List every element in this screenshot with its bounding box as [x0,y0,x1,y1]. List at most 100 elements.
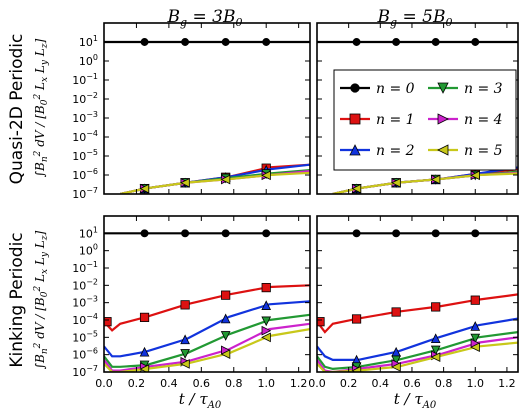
panel-frame [316,22,519,195]
series-group [104,229,310,372]
marker-n5 [220,174,231,185]
marker-n5 [430,352,441,362]
y-tick-label: 10−5 [72,329,98,344]
series-line-n2 [317,317,518,361]
marker-n1 [431,302,441,312]
y-tick-label: 10−7 [72,186,98,201]
series-line-n1 [317,293,518,334]
marker-n1 [180,300,190,310]
marker-n0 [140,229,149,238]
col-title-left: Bg = 3B0 [167,7,243,29]
x-tick-label: 1.2 [290,377,308,390]
y-tick-label: 10−2 [72,91,98,106]
legend-entry-n3: n = 3 [428,81,503,97]
marker-n0 [431,229,440,238]
marker-n3 [391,355,401,366]
marker-n5 [351,183,362,194]
legend-marker-n3 [437,82,449,94]
x-tick-label: 0.2 [340,377,358,390]
x-tick-label: 0.8 [225,377,243,390]
y-tick-label: 10−6 [72,167,98,182]
marker-n0 [262,229,271,238]
panel-3: 10−7 10−6 10−5 10−4 10−3 10−2 10−1 100 101 0.0 0.2… [72,215,311,390]
y-axis-label-bottom: ∫Bn2 dV / [B02 Lx Ly Lz] [33,230,50,369]
marker-n0 [181,229,190,238]
marker-n2 [470,321,481,331]
marker-n5 [139,183,150,194]
marker-n5 [180,359,190,369]
marker-n0 [471,38,480,46]
marker-n0 [221,229,230,238]
x-tick-label: 1.0 [467,377,485,390]
y-tick-label: 10−4 [72,129,98,144]
marker-n2 [430,333,441,344]
x-tick-label: 1.0 [257,377,275,390]
y-tick-label: 10−1 [72,72,98,87]
x-axis-label-right: t / τA0 [394,390,437,409]
marker-n5 [391,362,401,372]
marker-n0 [392,38,401,46]
y-tick-label: 10−2 [72,277,98,292]
x-tick-label: 0.4 [372,377,390,390]
marker-n0 [181,38,190,46]
panel-frame [316,215,519,373]
row-label-bottom: Kinking Periodic [7,232,27,367]
legend-entry-n1: n = 1 [340,112,415,128]
marker-n1 [317,317,325,327]
legend-entry-n2: n = 2 [340,143,415,159]
marker-n1 [351,314,362,324]
legend-marker-n4 [437,113,449,125]
marker-n0 [262,38,271,46]
x-tick-label: 0.2 [128,377,146,390]
legend-label: n = 3 [464,81,503,97]
marker-n0 [352,38,361,46]
panel-1: 10−7 10−6 10−5 10−4 10−3 10−2 10−1 100 101 [72,22,311,201]
series-line-n3 [104,313,310,368]
legend-marker-n2 [349,144,361,156]
x-tick-label: 0.0 [308,377,326,390]
y-tick-label: 10−4 [72,312,98,327]
series-line-n5 [317,341,518,372]
series-group [317,229,518,372]
marker-n1 [221,290,231,300]
marker-n1 [470,295,480,305]
y-tick-label: 101 [79,34,98,49]
panel-frame [103,215,311,373]
series-group [104,38,310,194]
marker-n5 [351,365,362,372]
marker-n3 [261,316,272,327]
series-line-n2 [104,300,310,358]
legend-entry-n5: n = 5 [428,143,503,159]
col-title-right: Bg = 5B0 [377,7,453,29]
y-tick-label: 100 [79,243,98,258]
x-tick-label: 0.6 [193,377,211,390]
legend-marker-n1 [349,113,361,125]
x-axis-label-left: t / τA0 [179,390,222,409]
panel-2 [316,22,519,195]
y-tick-label: 100 [79,53,98,68]
marker-n0 [352,229,361,238]
marker-n5 [430,174,441,185]
row-label-top: Quasi-2D Periodic [7,34,27,185]
panel-frame [103,22,311,195]
series-group [317,38,518,194]
legend-marker-n5 [437,144,449,156]
y-tick-label: 10−6 [72,347,98,362]
marker-n0 [471,229,480,238]
marker-n5 [180,177,190,188]
y-tick-label: 10−7 [72,364,98,379]
marker-n0 [140,38,149,46]
y-axis-label-top: ∫Bn2 dV / [B02 Lx Ly Lz] [33,38,50,177]
y-tick-label: 101 [79,225,98,240]
marker-n2 [261,300,272,310]
marker-n5 [261,332,271,343]
legend-label: n = 0 [376,81,415,97]
marker-n3 [180,349,190,359]
x-tick-label: 0.6 [403,377,421,390]
marker-n3 [220,331,231,341]
legend-label: n = 2 [376,143,415,159]
legend-entry-n0: n = 0 [340,81,415,97]
marker-n5 [470,342,480,353]
legend-label: n = 4 [464,112,503,128]
legend-entry-n4: n = 4 [428,112,503,128]
